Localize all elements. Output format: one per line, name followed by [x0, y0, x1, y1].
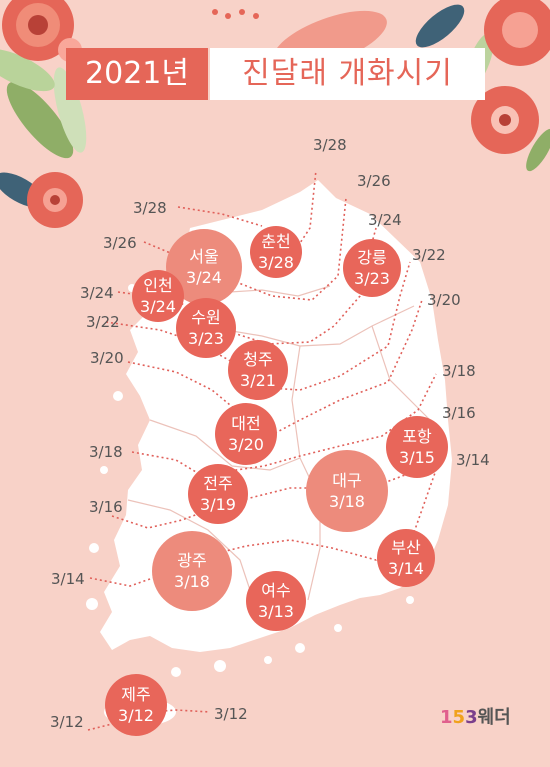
isoline-label-l-320: 3/20 — [90, 349, 124, 367]
bloom-date: 3/19 — [200, 495, 236, 514]
city-marker-daegu: 대구 3/18 — [306, 450, 388, 532]
isoline-label-l-314: 3/14 — [51, 570, 85, 588]
city-name: 대구 — [332, 471, 362, 490]
city-name: 서울 — [189, 247, 219, 266]
isoline-label-r-324-a: 3/24 — [368, 211, 402, 229]
bloom-date: 3/23 — [188, 329, 224, 348]
floral-decoration-top-left — [0, 0, 87, 159]
floral-decoration-left — [0, 172, 83, 228]
isoline-label-r-322-a: 3/22 — [412, 246, 446, 264]
city-marker-busan: 부산 3/14 — [377, 529, 435, 587]
bloom-date: 3/21 — [240, 371, 276, 390]
isoline-label-l-312: 3/12 — [50, 713, 84, 731]
city-name: 여수 — [261, 581, 291, 600]
isoline-label-l-318: 3/18 — [89, 443, 123, 461]
city-name: 포항 — [402, 427, 432, 446]
brand-logo: 153웨더 — [440, 707, 511, 728]
page-title: 진달래 개화시기 — [210, 48, 485, 100]
isoline-label-l-324: 3/24 — [80, 284, 114, 302]
isoline-314 — [89, 469, 437, 587]
isoline-label-r-326-a: 3/26 — [357, 172, 391, 190]
city-name: 부산 — [391, 538, 421, 557]
bloom-date: 3/20 — [228, 435, 264, 454]
city-marker-jeonju: 전주 3/19 — [188, 464, 248, 524]
isoline-label-l-322: 3/22 — [86, 313, 120, 331]
city-marker-jeju: 제주 3/12 — [105, 674, 167, 736]
isoline-label-r-328-a: 3/28 — [313, 136, 347, 154]
city-marker-pohang: 포항 3/15 — [386, 416, 448, 478]
bloom-date: 3/24 — [140, 297, 176, 316]
city-name: 춘천 — [261, 232, 291, 251]
isoline-label-r-314-a: 3/14 — [456, 451, 490, 469]
city-marker-cheongju: 청주 3/21 — [228, 340, 288, 400]
isoline-label-r-318-a: 3/18 — [442, 362, 476, 380]
city-marker-daejeon: 대전 3/20 — [215, 403, 277, 465]
city-marker-incheon: 인천 3/24 — [132, 270, 184, 322]
isoline-label-jeju-312: 3/12 — [214, 705, 248, 723]
city-name: 수원 — [191, 308, 221, 327]
bloom-date: 3/23 — [354, 269, 390, 288]
city-name: 청주 — [243, 350, 273, 369]
bloom-date: 3/28 — [258, 253, 294, 272]
isoline-label-l-328: 3/28 — [133, 199, 167, 217]
city-name: 대전 — [231, 414, 261, 433]
title-year: 2021년 — [66, 48, 208, 100]
city-name: 강릉 — [357, 248, 387, 267]
isoline-label-l-326: 3/26 — [103, 234, 137, 252]
bloom-date: 3/12 — [118, 706, 154, 725]
city-marker-yeosu: 여수 3/13 — [246, 571, 306, 631]
isoline-320 — [127, 299, 423, 442]
bloom-date: 3/14 — [388, 559, 424, 578]
city-marker-chuncheon: 춘천 3/28 — [250, 226, 302, 278]
city-name: 광주 — [177, 551, 207, 570]
city-name: 제주 — [121, 685, 151, 704]
isoline-label-r-316-a: 3/16 — [442, 404, 476, 422]
city-marker-suwon: 수원 3/23 — [176, 298, 236, 358]
city-name: 인천 — [143, 276, 173, 295]
bloom-date: 3/15 — [399, 448, 435, 467]
isoline-label-l-316: 3/16 — [89, 498, 123, 516]
city-marker-gangneung: 강릉 3/23 — [343, 239, 401, 297]
bloom-date: 3/18 — [329, 492, 365, 511]
isoline-316 — [111, 419, 437, 529]
bloom-date: 3/18 — [174, 572, 210, 591]
isoline-label-r-320-a: 3/20 — [427, 291, 461, 309]
bloom-date: 3/24 — [186, 268, 222, 287]
city-name: 전주 — [203, 474, 233, 493]
isoline-328 — [177, 169, 317, 247]
isoline-312 — [87, 709, 211, 731]
bloom-date: 3/13 — [258, 602, 294, 621]
city-marker-gwangju: 광주 3/18 — [152, 531, 232, 611]
